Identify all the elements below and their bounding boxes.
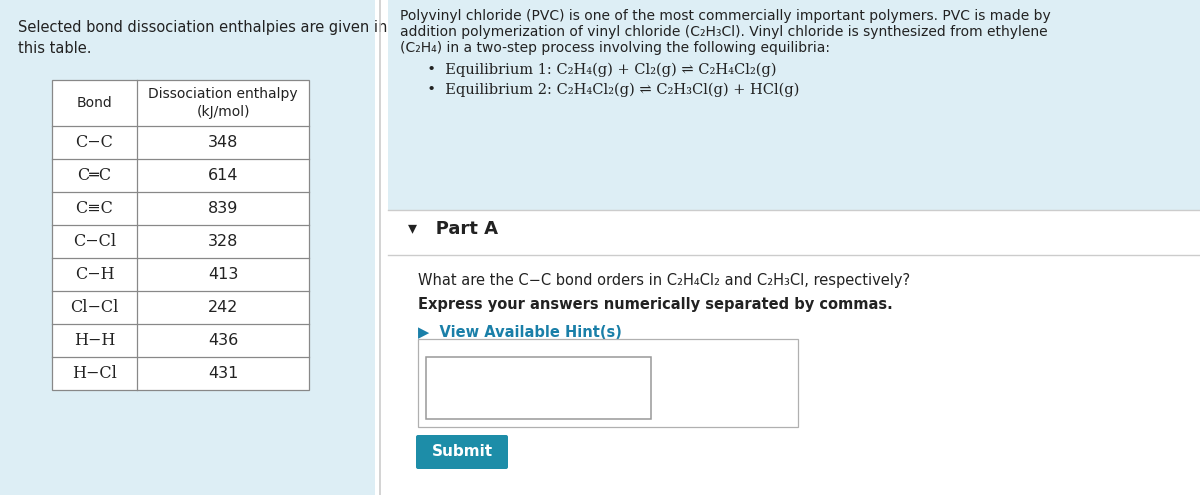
Text: •  Equilibrium 1: C₂H₄(g) + Cl₂(g) ⇌ C₂H₄Cl₂(g): • Equilibrium 1: C₂H₄(g) + Cl₂(g) ⇌ C₂H₄… xyxy=(418,63,776,77)
Text: Express your answers numerically separated by commas.: Express your answers numerically separat… xyxy=(418,297,893,312)
Text: ▶  View Available Hint(s): ▶ View Available Hint(s) xyxy=(418,325,622,340)
Text: Submit: Submit xyxy=(432,445,492,459)
FancyBboxPatch shape xyxy=(416,435,508,469)
Bar xyxy=(52,80,310,390)
Bar xyxy=(388,0,1200,210)
Text: 413: 413 xyxy=(208,267,238,282)
Text: •  Equilibrium 2: C₂H₄Cl₂(g) ⇌ C₂H₃Cl(g) + HCl(g): • Equilibrium 2: C₂H₄Cl₂(g) ⇌ C₂H₃Cl(g) … xyxy=(418,83,799,98)
Text: Selected bond dissociation enthalpies are given in
this table.: Selected bond dissociation enthalpies ar… xyxy=(18,20,388,56)
Text: Polyvinyl chloride (PVC) is one of the most commercially important polymers. PVC: Polyvinyl chloride (PVC) is one of the m… xyxy=(400,9,1051,23)
Text: H−Cl: H−Cl xyxy=(72,365,116,382)
Text: C−C: C−C xyxy=(76,134,114,151)
Text: H−H: H−H xyxy=(74,332,115,349)
Text: 436: 436 xyxy=(208,333,238,348)
Text: ▾   Part A: ▾ Part A xyxy=(408,219,498,238)
Text: Cl−Cl: Cl−Cl xyxy=(71,299,119,316)
Text: (C₂H₄) in a two-step process involving the following equilibria:: (C₂H₄) in a two-step process involving t… xyxy=(400,41,830,55)
Text: 839: 839 xyxy=(208,201,238,216)
Text: C═C: C═C xyxy=(78,167,112,184)
Text: Bond: Bond xyxy=(77,96,113,110)
Text: 614: 614 xyxy=(208,168,239,183)
Text: What are the C−C bond orders in C₂H₄Cl₂ and C₂H₃Cl, respectively?: What are the C−C bond orders in C₂H₄Cl₂ … xyxy=(418,273,910,288)
Text: 431: 431 xyxy=(208,366,238,381)
Bar xyxy=(388,210,1200,255)
Bar xyxy=(388,255,1200,495)
Bar xyxy=(0,0,374,495)
Bar xyxy=(418,339,798,427)
Bar xyxy=(426,357,650,419)
Text: C−H: C−H xyxy=(74,266,114,283)
Text: 242: 242 xyxy=(208,300,238,315)
Text: Dissociation enthalpy
(kJ/mol): Dissociation enthalpy (kJ/mol) xyxy=(148,87,298,119)
Text: addition polymerization of vinyl chloride (C₂H₃Cl). Vinyl chloride is synthesize: addition polymerization of vinyl chlorid… xyxy=(400,25,1048,39)
Text: C≡C: C≡C xyxy=(76,200,114,217)
Text: C−Cl: C−Cl xyxy=(73,233,116,250)
Text: 348: 348 xyxy=(208,135,238,150)
Text: 328: 328 xyxy=(208,234,238,249)
